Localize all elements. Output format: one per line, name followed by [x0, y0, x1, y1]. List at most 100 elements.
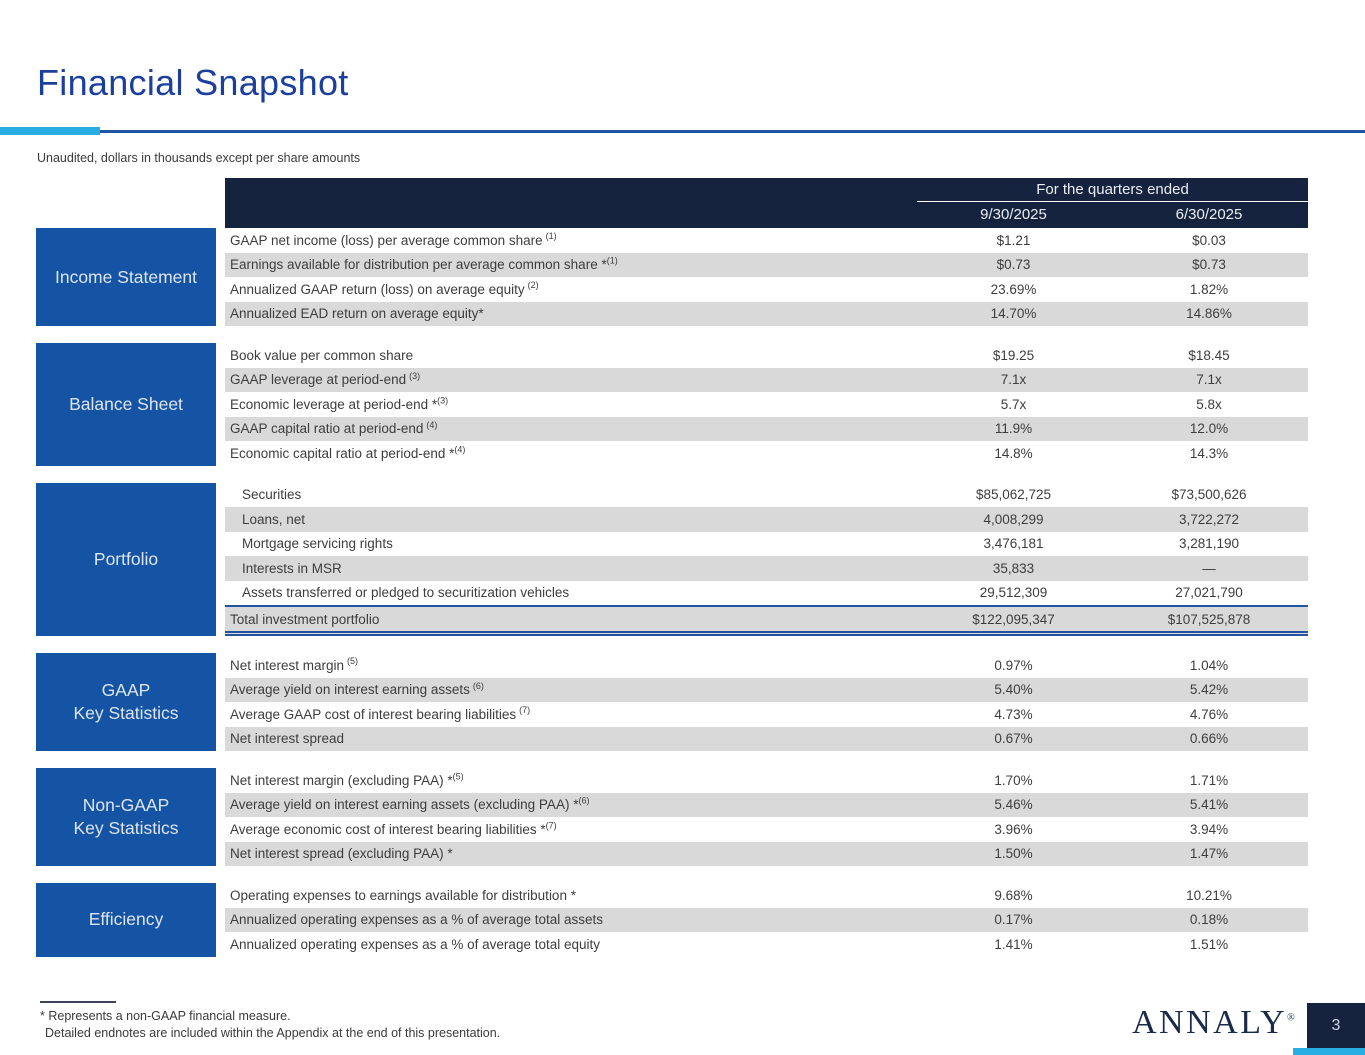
row-label: Securities: [242, 487, 302, 503]
subtitle: Unaudited, dollars in thousands except p…: [37, 151, 361, 165]
table-row: Earnings available for distribution per …: [225, 252, 1308, 277]
table-row: Assets transferred or pledged to securit…: [225, 581, 1308, 606]
table-header-spacer: [225, 178, 917, 228]
value-cell: 4.76%: [1189, 706, 1229, 722]
value-cell: 1.41%: [994, 936, 1033, 952]
table-row: Average GAAP cost of interest bearing li…: [225, 702, 1308, 727]
row-label: Total investment portfolio: [230, 611, 380, 627]
row-label: Net interest margin (excluding PAA) *(5): [230, 771, 464, 788]
footnote-ref: (2): [527, 280, 539, 291]
row-label: Net interest spread: [230, 731, 345, 747]
section-label: Income Statement: [36, 228, 216, 326]
table-row: Average yield on interest earning assets…: [225, 677, 1308, 702]
table-row: Net interest spread 0.67% 0.66%: [225, 726, 1308, 751]
row-label: GAAP leverage at period-end (3): [230, 370, 421, 388]
value-cell: 4.73%: [994, 706, 1033, 722]
value-cell: 1.50%: [994, 846, 1033, 862]
table-sections: Income Statement GAAP net income (loss) p…: [36, 228, 1308, 957]
value-cell: 9.68%: [994, 887, 1033, 903]
value-cell: 7.1x: [1196, 372, 1222, 388]
value-cell: 27,021,790: [1175, 585, 1243, 601]
value-cell: 3.94%: [1189, 821, 1229, 837]
value-cell: 5.40%: [994, 682, 1033, 698]
row-label: Economic leverage at period-end *(3): [230, 395, 449, 412]
footnote-ref: (6): [472, 680, 484, 691]
value-cell: 0.66%: [1189, 731, 1229, 747]
row-label: Average economic cost of interest bearin…: [230, 820, 557, 837]
value-cell: $0.73: [996, 257, 1031, 273]
row-label: Net interest spread (excluding PAA) *: [230, 846, 453, 862]
value-cell: 0.67%: [994, 731, 1033, 747]
value-cell: 3.96%: [994, 821, 1033, 837]
value-cell: 14.70%: [990, 306, 1037, 322]
value-cell: 3,722,272: [1178, 511, 1240, 527]
table-header-columns: For the quarters ended 9/30/2025 6/30/20…: [917, 178, 1308, 228]
table-row: GAAP capital ratio at period-end (4) 11.9%…: [225, 416, 1308, 441]
table-row: Net interest margin (5) 0.97% 1.04%: [225, 653, 1308, 678]
footnote-line-2: Detailed endnotes are included within th…: [45, 1025, 501, 1040]
value-cell: 1.71%: [1189, 772, 1229, 788]
value-cell: $0.73: [1192, 257, 1226, 273]
row-label: Average GAAP cost of interest bearing li…: [230, 705, 531, 722]
table-row: Loans, net 4,008,299 3,722,272: [225, 507, 1308, 532]
table-row: Average economic cost of interest bearin…: [225, 817, 1308, 842]
page-number: 3: [1307, 1003, 1365, 1048]
table-row: Annualized operating expenses as a % of …: [225, 932, 1308, 957]
table-row: Interests in MSR 35,833 —: [225, 556, 1308, 581]
annaly-logo-text: ANNALY: [1132, 1004, 1288, 1041]
table-section: GAAP Key Statistics Net interest margin (5…: [36, 653, 1308, 751]
column-header-q2: 6/30/2025: [1175, 206, 1243, 223]
value-cell: 0.18%: [1189, 912, 1229, 928]
footnote-ref: (1): [545, 231, 557, 242]
section-label: Non-GAAP Key Statistics: [36, 768, 216, 866]
divider-accent-bar: [0, 127, 100, 135]
table-row: Annualized GAAP return (loss) on average…: [225, 277, 1308, 302]
table-row: Annualized EAD return on average equity*…: [225, 301, 1308, 326]
value-cell: 1.04%: [1189, 657, 1229, 673]
value-cell: 11.9%: [994, 421, 1033, 437]
value-cell: $122,095,347: [972, 611, 1055, 627]
value-cell: 7.1x: [1000, 372, 1027, 388]
row-label: Earnings available for distribution per …: [230, 255, 618, 273]
value-cell: 0.17%: [994, 912, 1033, 928]
section-label: Portfolio: [36, 482, 216, 636]
table-section: Income Statement GAAP net income (loss) p…: [36, 228, 1308, 326]
table-row: Net interest margin (excluding PAA) *(5)…: [225, 768, 1308, 793]
value-cell: 14.3%: [1189, 445, 1229, 461]
footnote-ref: (5): [347, 656, 359, 667]
value-cell: 1.82%: [1189, 281, 1229, 297]
row-label: GAAP capital ratio at period-end (4): [230, 419, 438, 437]
table-row: Securities $85,062,725 $73,500,626: [225, 483, 1308, 508]
table-row: GAAP leverage at period-end (3) 7.1x 7.1x: [225, 367, 1308, 392]
value-cell: 4,008,299: [983, 511, 1044, 527]
table-row: Net interest spread (excluding PAA) * 1.5…: [225, 841, 1308, 866]
table-row: Economic leverage at period-end *(3) 5.7x…: [225, 392, 1308, 417]
row-label: Assets transferred or pledged to securit…: [242, 585, 570, 601]
footnote-rule: [40, 1001, 116, 1003]
row-label: Annualized GAAP return (loss) on average…: [230, 280, 539, 297]
table-section: Efficiency Operating expenses to earnings…: [36, 883, 1308, 957]
value-cell: $85,062,725: [975, 487, 1052, 503]
column-headers: 9/30/2025 6/30/2025: [917, 202, 1308, 228]
value-cell: 1.51%: [1189, 936, 1229, 952]
value-cell: 14.8%: [994, 445, 1033, 461]
row-label: Operating expenses to earnings available…: [230, 887, 576, 903]
row-label: GAAP net income (loss) per average commo…: [230, 231, 557, 248]
quarters-group-label: For the quarters ended: [917, 177, 1308, 202]
value-cell: 3,281,190: [1178, 536, 1240, 552]
footnote-ref: (4): [454, 444, 466, 455]
section-label: Efficiency: [36, 883, 216, 957]
row-label: Average yield on interest earning assets…: [230, 795, 590, 813]
table-section: Balance Sheet Book value per common share…: [36, 343, 1308, 466]
footnote-ref: (3): [409, 370, 421, 381]
row-label: Annualized operating expenses as a % of …: [230, 936, 600, 952]
footnote-ref: (7): [519, 705, 531, 716]
column-header-q3: 9/30/2025: [980, 206, 1047, 223]
value-cell: $1.21: [996, 232, 1031, 248]
footnote-ref: (7): [545, 820, 557, 831]
footnote: * Represents a non-GAAP financial measur…: [40, 1001, 500, 1042]
value-cell: $0.03: [1192, 232, 1226, 248]
table-header: For the quarters ended 9/30/2025 6/30/20…: [225, 178, 1308, 228]
divider-line: [0, 130, 1365, 133]
row-label: Annualized operating expenses as a % of …: [230, 912, 603, 928]
